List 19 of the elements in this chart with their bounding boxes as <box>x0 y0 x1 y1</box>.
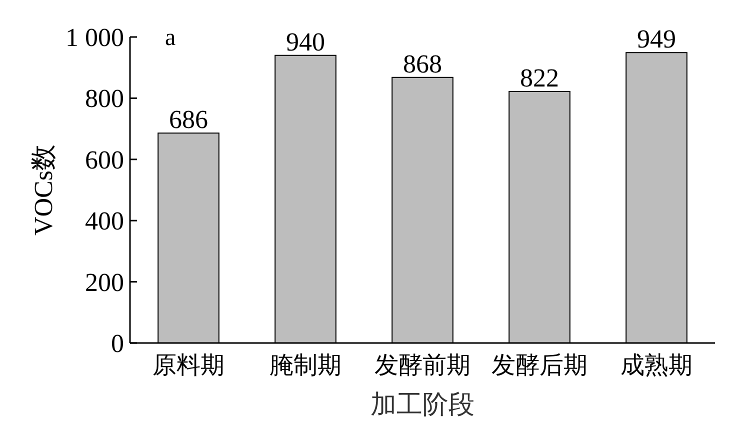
x-tick-label: 成熟期 <box>620 353 692 379</box>
data-label: 868 <box>403 49 442 78</box>
x-tick-label: 发酵后期 <box>492 353 588 379</box>
x-axis-title: 加工阶段 <box>370 390 474 419</box>
y-tick-label: 1 000 <box>66 23 124 52</box>
y-tick-label: 600 <box>85 145 124 174</box>
data-label: 949 <box>637 24 676 54</box>
y-tick-label: 200 <box>85 268 124 297</box>
x-tick-label: 发酵前期 <box>374 353 470 379</box>
data-label: 940 <box>286 27 325 56</box>
data-label: 822 <box>520 63 559 92</box>
y-axis-title: VOCs数 <box>29 144 58 236</box>
annotation: a <box>165 25 176 51</box>
y-tick-label: 400 <box>85 206 124 236</box>
x-tick-label: 原料期 <box>152 353 224 379</box>
y-tick-label: 0 <box>111 329 124 358</box>
y-tick-label: 800 <box>85 84 124 114</box>
data-label: 686 <box>169 105 208 134</box>
x-tick-label: 腌制期 <box>270 353 342 379</box>
